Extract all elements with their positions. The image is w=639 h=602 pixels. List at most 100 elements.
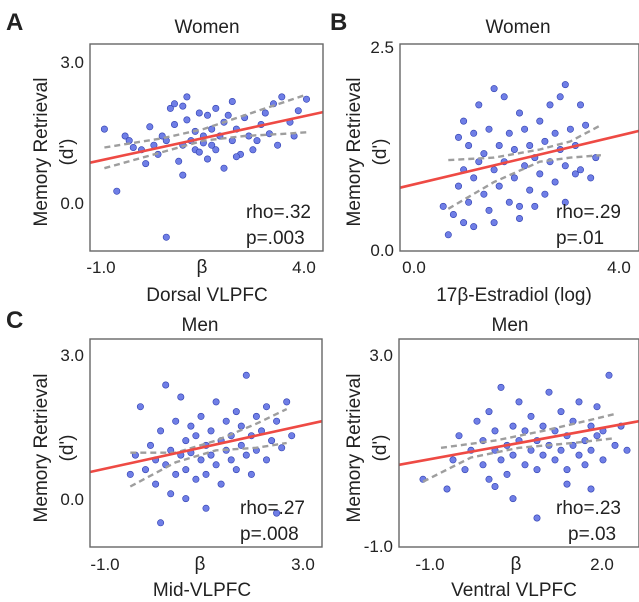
data-point — [177, 393, 185, 401]
x-axis-label: 17β-Estradiol (log) — [436, 285, 592, 306]
data-point — [253, 137, 261, 145]
data-point — [100, 125, 108, 133]
confidence-band-lower — [422, 437, 616, 483]
rho-label: rho=.29 — [556, 202, 621, 223]
confidence-band-upper — [130, 408, 288, 454]
data-point — [479, 461, 487, 469]
y-axis-unit: (d') — [57, 435, 78, 462]
data-point — [587, 174, 595, 182]
data-point — [465, 142, 473, 150]
data-point — [593, 403, 601, 411]
chart-panel-c-right: Men Memory Retrieval (d') -1.0 2.0 -1.0 … — [344, 315, 639, 601]
data-point — [557, 446, 565, 454]
plot-area — [399, 81, 639, 239]
data-point — [563, 480, 571, 488]
data-point — [220, 164, 228, 172]
confidence-band-lower — [447, 154, 601, 210]
plot-frame — [398, 338, 639, 548]
data-point — [551, 129, 559, 137]
y-axis-unit: (d') — [57, 139, 78, 166]
data-point — [503, 470, 511, 478]
data-point — [182, 437, 190, 445]
data-point — [546, 101, 554, 109]
data-point — [521, 125, 529, 133]
data-point — [129, 144, 137, 152]
data-point — [454, 182, 462, 190]
data-point — [561, 198, 569, 206]
data-point — [278, 444, 286, 452]
data-point — [497, 456, 505, 464]
data-point — [582, 121, 590, 129]
y-tick-label: 0.0 — [60, 490, 84, 509]
data-point — [515, 215, 523, 223]
data-point — [521, 162, 529, 170]
data-point — [228, 98, 236, 106]
data-point — [495, 142, 503, 150]
data-point — [509, 451, 517, 459]
data-point — [541, 190, 549, 198]
beta-label: β — [195, 554, 206, 575]
data-point — [443, 485, 451, 493]
regression-line — [89, 110, 324, 164]
data-point — [460, 117, 468, 125]
data-point — [113, 187, 121, 195]
data-point — [557, 408, 565, 416]
data-point — [172, 470, 180, 478]
data-point — [171, 100, 179, 108]
data-point — [491, 482, 499, 490]
data-point — [166, 104, 174, 112]
data-point — [121, 132, 129, 140]
data-point — [561, 162, 569, 170]
data-point — [212, 398, 220, 406]
data-point — [182, 495, 190, 503]
regression-line — [399, 129, 639, 189]
data-point — [526, 142, 534, 150]
plot-frame — [89, 43, 324, 252]
chart-panel-b: Women Memory Retrieval (d') 0.0 4.0 0.0 … — [344, 17, 639, 306]
plot-area — [89, 93, 324, 241]
data-point — [187, 422, 195, 430]
data-point — [247, 470, 255, 478]
data-point — [605, 371, 613, 379]
data-point — [623, 446, 631, 454]
data-point — [470, 223, 478, 231]
data-point — [566, 125, 574, 133]
chart-title: Women — [485, 17, 550, 38]
data-point — [521, 461, 529, 469]
data-point — [593, 432, 601, 440]
data-point — [224, 111, 232, 119]
data-point — [273, 509, 281, 517]
data-point — [242, 451, 250, 459]
y-tick-label: -1.0 — [364, 537, 393, 556]
data-point — [551, 178, 559, 186]
data-point — [262, 403, 270, 411]
data-point — [207, 451, 215, 459]
data-point — [142, 160, 150, 168]
y-axis-unit: (d') — [370, 435, 391, 462]
data-point — [262, 456, 270, 464]
y-tick-label: 3.0 — [369, 346, 393, 365]
data-point — [460, 219, 468, 227]
beta-label: β — [197, 257, 208, 278]
data-point — [470, 129, 478, 137]
data-point — [599, 456, 607, 464]
y-tick-label: 3.0 — [60, 346, 84, 365]
rho-label: rho=.27 — [240, 498, 305, 519]
data-point — [167, 490, 175, 498]
data-point — [510, 146, 518, 154]
data-point — [541, 137, 549, 145]
data-point — [475, 101, 483, 109]
data-point — [575, 398, 583, 406]
y-axis-unit: (d') — [370, 139, 391, 166]
panel-label-b: B — [330, 9, 347, 36]
data-point — [152, 480, 160, 488]
data-point — [302, 95, 310, 103]
data-point — [294, 107, 302, 115]
data-point — [491, 427, 499, 435]
x-tick-label: 3.0 — [291, 555, 315, 574]
data-point — [505, 198, 513, 206]
data-point — [539, 422, 547, 430]
data-point — [536, 117, 544, 125]
y-axis-label: Memory Retrieval — [344, 78, 365, 227]
data-point — [571, 170, 579, 178]
